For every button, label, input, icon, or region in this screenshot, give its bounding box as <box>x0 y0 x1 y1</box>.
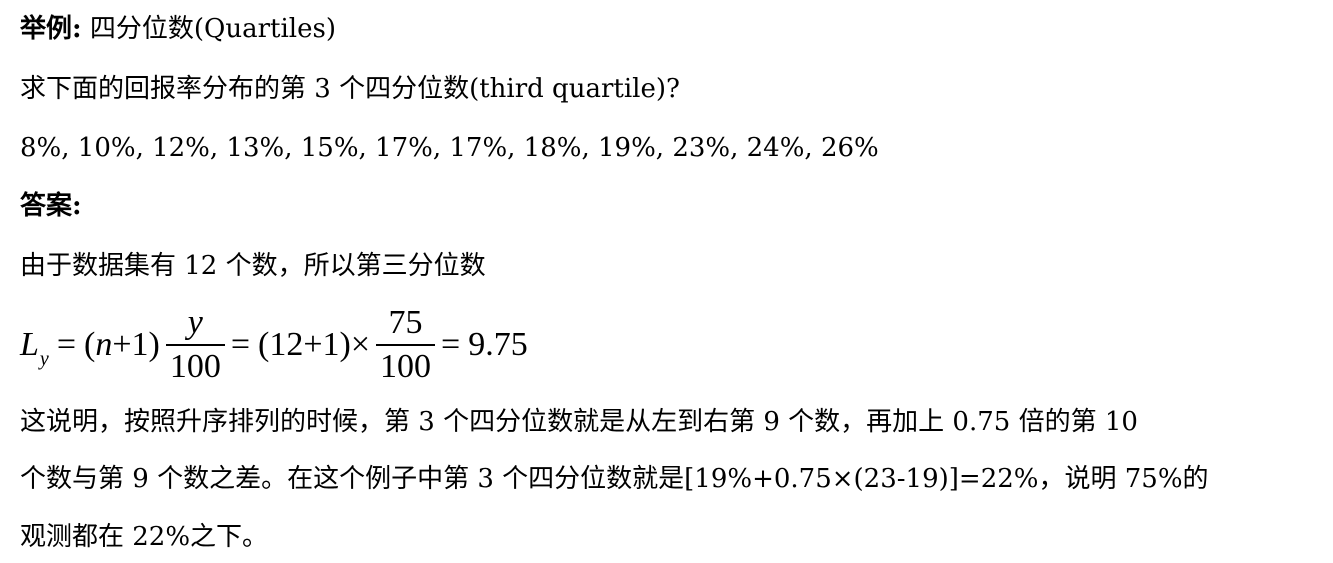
formula-paren-open: ( <box>84 326 96 363</box>
fraction-y-over-100: y 100 <box>165 304 225 386</box>
formula-equals-2: = <box>230 326 251 363</box>
formula-n: n <box>95 326 113 363</box>
fraction-2-denominator: 100 <box>380 348 432 385</box>
example-title: 四分位数(Quartiles) <box>89 14 336 44</box>
formula-n-rest: +1) <box>112 326 160 363</box>
answer-label: 答案: <box>20 191 82 221</box>
fraction-1-denominator: 100 <box>169 348 221 385</box>
formula-subscript: y <box>39 347 49 370</box>
question-text: 求下面的回报率分布的第 3 个四分位数(third quartile)? <box>20 74 680 104</box>
formula-equals-3: = <box>441 326 461 363</box>
fraction-1-bar <box>165 344 225 346</box>
explanation-line-2: 个数与第 9 个数之差。在这个例子中第 3 个四分位数就是[19%+0.75×(… <box>20 464 1209 494</box>
explanation-line-1: 这说明，按照升序排列的时候，第 3 个四分位数就是从左到右第 9 个数，再加上 … <box>20 407 1138 437</box>
data-values: 8%, 10%, 12%, 13%, 15%, 17%, 17%, 18%, 1… <box>20 133 879 163</box>
formula-result: 9.75 <box>468 326 528 363</box>
formula-equals-1: = <box>56 326 76 363</box>
example-label: 举例: <box>20 14 82 44</box>
formula-mid: (12+1)× <box>258 326 371 363</box>
answer-intro: 由于数据集有 12 个数，所以第三分位数 <box>20 251 486 281</box>
example-heading: 举例: 四分位数(Quartiles) <box>20 12 336 46</box>
fraction-2-numerator: 75 <box>388 304 423 341</box>
fraction-75-over-100: 75 100 <box>376 304 436 386</box>
explanation-line-3: 观测都在 22%之下。 <box>20 522 269 552</box>
formula-L: L <box>20 326 39 363</box>
fraction-2-bar <box>376 344 436 346</box>
fraction-1-numerator: y <box>187 304 203 341</box>
